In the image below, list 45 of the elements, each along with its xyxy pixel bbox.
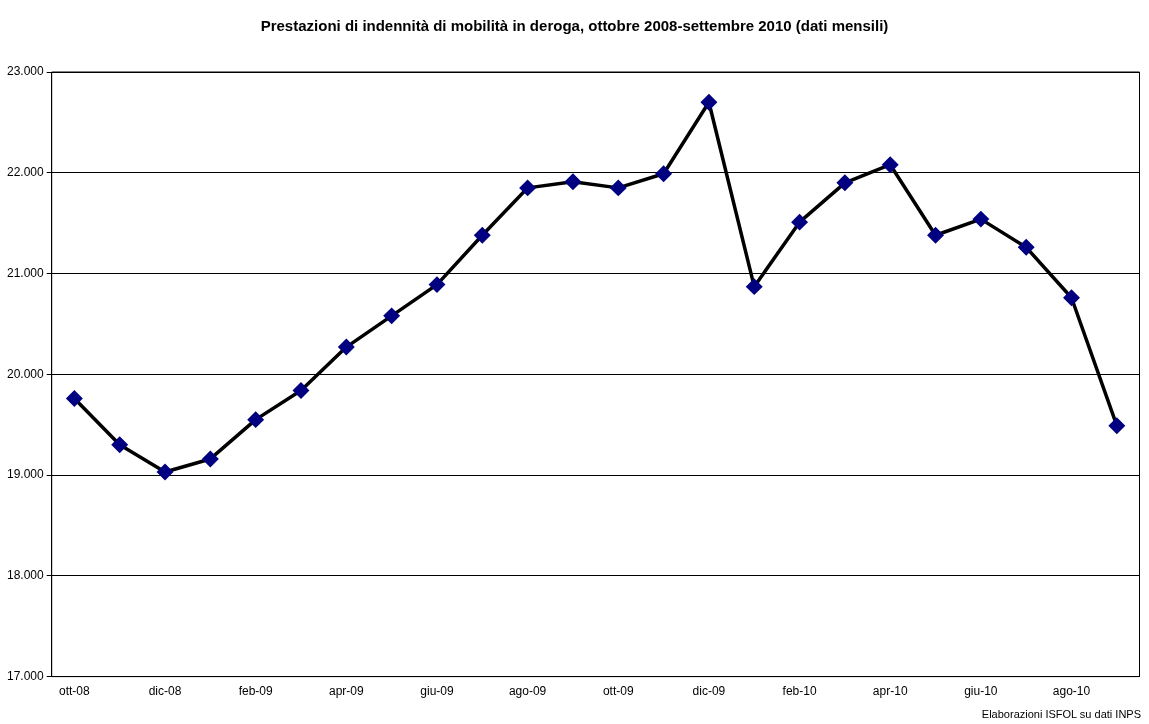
x-tick-label: dic-09	[692, 684, 726, 699]
x-tick-label: feb-10	[782, 684, 817, 699]
y-tick-label: 19.000	[7, 467, 45, 482]
x-tick-label: ott-08	[59, 684, 91, 699]
point	[837, 175, 853, 191]
x-tick-label: apr-10	[872, 684, 908, 699]
point	[882, 156, 898, 173]
y-tick-label: 23.000	[7, 64, 45, 79]
y-tick-label: 20.000	[7, 366, 45, 381]
point	[1063, 289, 1080, 306]
point	[247, 411, 264, 428]
point	[973, 211, 989, 227]
point	[202, 451, 219, 467]
y-tick-label: 21.000	[7, 265, 45, 280]
x-tick-label: ago-10	[1052, 684, 1091, 699]
x-tick-label: giu-09	[420, 684, 454, 699]
point	[383, 308, 400, 324]
point	[655, 166, 672, 182]
point	[701, 94, 717, 110]
x-tick-label: dic-08	[148, 684, 182, 699]
point	[66, 390, 83, 407]
x-tick-label: apr-09	[328, 684, 364, 699]
point	[610, 180, 627, 196]
point	[927, 227, 944, 243]
point	[293, 382, 309, 399]
text: Elaborazioni ISFOL su dati INPS	[981, 707, 1141, 720]
y-tick-label: 17.000	[7, 668, 45, 683]
chart-title: Prestazioni di indennità di mobilità in deroga, ottobre 2008-settembre 2010 (dati mensili)	[260, 17, 889, 35]
point	[1018, 239, 1034, 256]
x-tick-label: giu-10	[964, 684, 998, 699]
x-tick-label: feb-09	[238, 684, 273, 699]
point	[1109, 417, 1125, 434]
point	[791, 214, 808, 230]
y-tick-label: 18.000	[7, 568, 45, 583]
point	[519, 180, 536, 196]
point	[111, 437, 128, 453]
point	[746, 278, 762, 295]
x-tick-label: ott-09	[602, 684, 634, 699]
point	[157, 464, 173, 480]
x-tick-label: ago-09	[508, 684, 547, 699]
point	[429, 276, 445, 293]
y-tick-label: 22.000	[7, 165, 45, 180]
point	[338, 339, 355, 355]
point	[474, 227, 491, 243]
point	[565, 174, 581, 190]
